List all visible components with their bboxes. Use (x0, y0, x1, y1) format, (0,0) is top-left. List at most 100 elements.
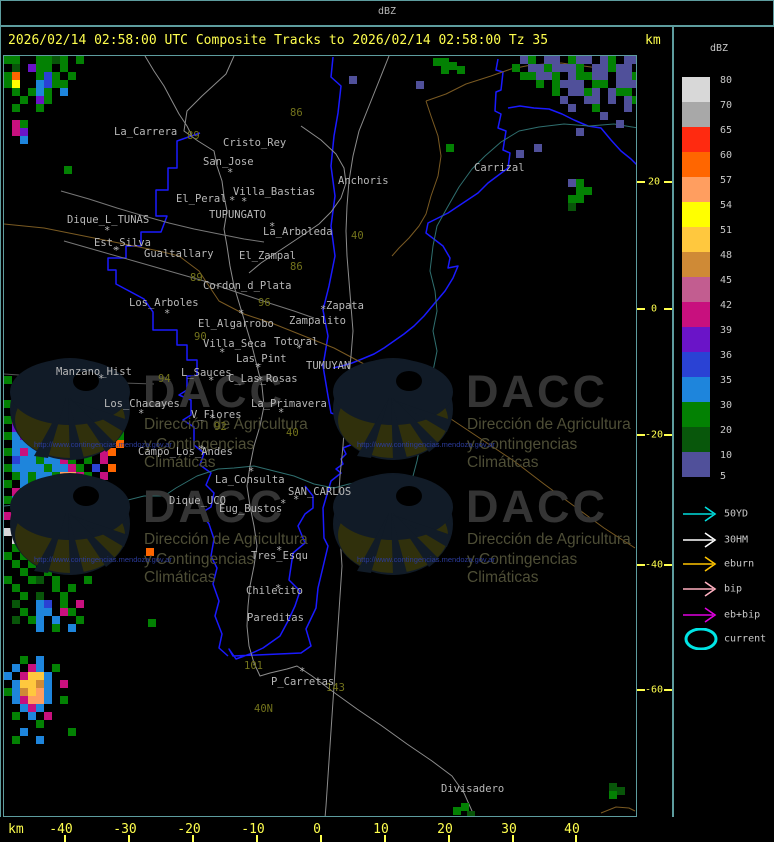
map-line (4, 223, 636, 549)
radar-cell (20, 96, 28, 104)
radar-cell (28, 712, 36, 720)
radar-cell (44, 696, 52, 704)
radar-cell (600, 56, 608, 64)
radar-cell (44, 680, 52, 688)
radar-cell (44, 80, 52, 88)
town-label: Eug_Bustos (219, 503, 283, 515)
town-label: Carrizal (474, 162, 525, 174)
watermark-dacc-text: DACC (143, 366, 285, 417)
radar-cell (28, 88, 36, 96)
scale-value-label: 45 (720, 274, 733, 286)
axis-tick (512, 835, 514, 842)
radar-cell (36, 64, 44, 72)
radar-cell (20, 136, 28, 144)
radar-cell (461, 803, 469, 811)
scale-value-label: 57 (720, 174, 733, 186)
radar-cell (36, 576, 44, 584)
radar-cell (12, 72, 20, 80)
watermark-subtitle-1: Dirección de Agricultura (467, 531, 631, 548)
radar-cell (12, 440, 20, 448)
right-axis: 20 0 -20 -40 -60 (637, 55, 672, 817)
town-marker: * (209, 413, 216, 425)
radar-cell (12, 544, 20, 552)
radar-cell (12, 456, 20, 464)
radar-cell (20, 672, 28, 680)
radar-cell (44, 56, 52, 64)
road-number-label: 143 (326, 682, 345, 694)
map-line (332, 58, 511, 369)
radar-cell (44, 688, 52, 696)
town-label: Campo_Los_Andes (138, 446, 233, 458)
radar-cell (4, 672, 12, 680)
town-label: Los_Chacayes (104, 398, 180, 410)
axis-tick-label: -20 (177, 822, 201, 837)
radar-cell (4, 448, 12, 456)
radar-cell (60, 56, 68, 64)
scale-value-label: 36 (720, 349, 733, 361)
map-canvas[interactable]: DACC Dirección de Agricultura y Contingenc… (3, 55, 637, 817)
radar-cell (100, 456, 108, 464)
axis-tick (192, 835, 194, 842)
radar-cell (28, 576, 36, 584)
radar-cell (44, 72, 52, 80)
radar-cell (4, 552, 12, 560)
scale-value-label: 65 (720, 124, 733, 136)
radar-cell (44, 600, 52, 608)
radar-cell (76, 616, 84, 624)
radar-cell (60, 88, 68, 96)
axis-tick-label: 40 (564, 822, 580, 837)
scale-value-label: 5 (720, 470, 727, 482)
watermark-subtitle-2: y Contingencias Climáticas (467, 436, 578, 471)
radar-cell (568, 88, 576, 96)
radar-cell (148, 619, 156, 627)
radar-cell (28, 560, 36, 568)
radar-cell (60, 592, 68, 600)
radar-cell (600, 112, 608, 120)
road-number-label: 86 (290, 107, 303, 119)
radar-cell (36, 672, 44, 680)
legend-item-label: 50YD (724, 508, 749, 520)
radar-cell (4, 512, 12, 520)
radar-cell (12, 736, 20, 744)
radar-cell (36, 472, 44, 480)
title-bar: dBZ (0, 0, 774, 25)
radar-cell (467, 811, 475, 816)
radar-cell (624, 72, 632, 80)
timestamp-title: 2026/02/14 02:58:00 UTC Composite Tracks… (8, 33, 549, 48)
scale-value-label: 60 (720, 149, 733, 161)
radar-cell (512, 64, 520, 72)
town-marker: * (238, 308, 245, 320)
radar-cell (12, 464, 20, 472)
town-label: Manzano_Hist (56, 366, 132, 378)
legend-item-50YD: 50YD (676, 503, 774, 525)
radar-cell (20, 608, 28, 616)
town-label: El_Peral (176, 193, 227, 205)
town-marker: * (104, 225, 111, 237)
road-number-label: 86 (290, 261, 303, 273)
radar-cell (28, 688, 36, 696)
track-arrow-icon (683, 506, 717, 522)
scale-value-label: 51 (720, 224, 733, 236)
radar-cell (616, 80, 624, 88)
town-marker: * (320, 304, 327, 316)
radar-cell (76, 464, 84, 472)
radar-cell (520, 72, 528, 80)
radar-cell (20, 128, 28, 136)
radar-cell (12, 584, 20, 592)
radar-cell (20, 728, 28, 736)
radar-cell (28, 672, 36, 680)
radar-cell (624, 104, 632, 112)
scale-color-block (682, 352, 710, 377)
dacc-watermark: DACC Dirección de Agricultura y Contingenc… (8, 356, 328, 471)
radar-cell (4, 528, 12, 536)
axis-tick-label: 30 (501, 822, 517, 837)
map-line (391, 100, 442, 257)
town-label: Villa_Bastias (233, 186, 316, 198)
radar-cell (52, 72, 60, 80)
radar-cell (568, 195, 576, 203)
radar-cell (52, 664, 60, 672)
radar-cell (12, 488, 20, 496)
radar-cell (116, 440, 124, 448)
map-line (63, 240, 315, 319)
